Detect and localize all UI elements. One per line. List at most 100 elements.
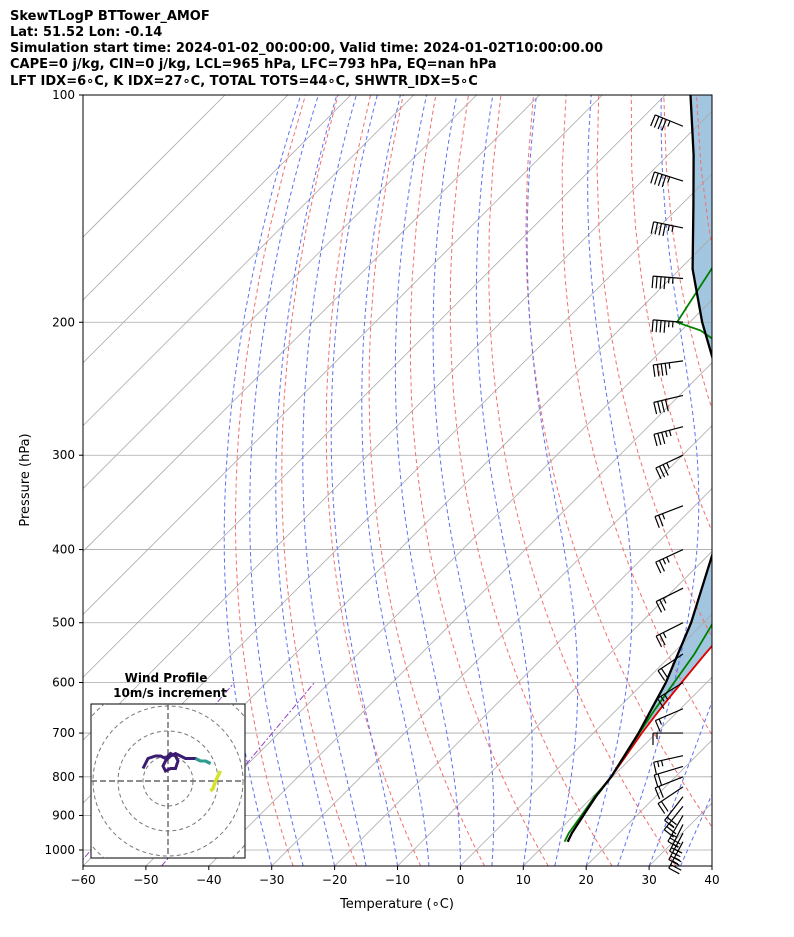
isotherm-line (83, 95, 477, 490)
dry-adiabat-line (281, 95, 358, 866)
wind-barb (655, 549, 684, 574)
wind-barb-flag (661, 400, 665, 413)
wind-barb-flag (663, 693, 669, 700)
moist-adiabat-line (680, 792, 712, 866)
wind-barb-flag (658, 466, 666, 478)
wind-barb-staff (653, 755, 684, 763)
wind-barb-flag (671, 847, 683, 854)
wind-barb-flag (660, 695, 665, 702)
wind-barb (653, 765, 684, 787)
y-tick-label: 900 (52, 808, 75, 822)
wind-barb (650, 114, 684, 131)
wind-barb-flag (657, 117, 664, 130)
wind-barb-flag (657, 174, 663, 186)
wind-barb-flag (665, 431, 668, 438)
dry-adiabat-line (234, 95, 306, 866)
wind-barb-flag (651, 276, 654, 289)
wind-barb (669, 824, 684, 858)
wind-barb-staff (657, 786, 684, 805)
wind-barb-flag (652, 364, 656, 377)
wind-barb-staff (667, 815, 684, 842)
wind-barb-staff (653, 319, 684, 323)
wind-barb-flag (660, 363, 664, 376)
wind-barb-flag (653, 434, 658, 447)
y-tick-label: 200 (52, 315, 75, 329)
hodograph-title: Wind Profile (125, 671, 208, 685)
hodograph-subtitle: 10m/s increment (113, 686, 227, 700)
wind-barb-flag (658, 560, 665, 572)
wind-barb-flag (657, 761, 660, 768)
wind-barb-flag (661, 175, 667, 188)
wind-barb-flag (658, 514, 664, 527)
wind-barb (657, 653, 684, 681)
hodograph-trace-low (209, 770, 223, 793)
wind-barb-staff (669, 824, 684, 852)
wind-barb (653, 426, 684, 447)
wind-barb-flag (661, 119, 667, 131)
wind-barb-flag (667, 120, 671, 127)
wind-barb-flag (659, 320, 662, 333)
wind-barb-flag (651, 319, 654, 332)
wind-barb-flag (663, 320, 666, 333)
wind-barb-flag (667, 224, 670, 232)
wind-barb (667, 815, 684, 848)
dry-adiabat-line (630, 95, 712, 533)
wind-barb-flag (660, 668, 669, 679)
isotherm-line (145, 299, 712, 866)
x-tick-label: −60 (70, 873, 95, 887)
y-tick-label: 400 (52, 543, 75, 557)
wind-barb-staff (653, 426, 684, 435)
wind-barb (654, 776, 684, 800)
wind-barb-staff (653, 360, 684, 366)
hodograph-rings (91, 704, 245, 858)
wind-barb-flag (661, 432, 666, 445)
dry-adiabat-line (409, 95, 549, 866)
wind-barb-flag (660, 801, 669, 812)
x-axis-label: Temperature (∘C) (339, 897, 454, 912)
moist-adiabat-line (361, 95, 430, 866)
wind-barb-staff (653, 221, 684, 229)
x-tick-label: −30 (259, 873, 284, 887)
isotherm-line (334, 488, 712, 866)
y-tick-label: 1000 (44, 843, 75, 857)
wind-barb (654, 708, 684, 732)
wind-barb-flag (653, 762, 657, 775)
wind-barb-staff (657, 653, 684, 672)
wind-barb-flag (668, 430, 672, 437)
isotherm-line (83, 95, 666, 678)
isotherm-line (208, 362, 712, 866)
wind-barb-flag (655, 561, 662, 574)
moist-adiabat-line (394, 95, 461, 866)
moist-adiabat-line (330, 95, 398, 866)
wind-barb-flag (654, 222, 659, 235)
wind-barb-staff (653, 394, 684, 403)
wind-barb (655, 587, 684, 613)
wind-barb-flag (663, 277, 666, 290)
wind-barb-flag (666, 462, 670, 469)
mixing-ratio-line (161, 682, 315, 866)
wind-barb-flag (663, 829, 675, 838)
y-tick-label: 300 (52, 448, 75, 462)
wind-barb-staff (653, 275, 684, 280)
wind-barb-flag (658, 786, 664, 798)
isotherm-line (460, 613, 712, 866)
wind-barb (664, 796, 684, 829)
wind-barb-flag (660, 760, 664, 767)
dry-adiabat-line (762, 95, 794, 866)
x-tick-label: 30 (641, 873, 656, 887)
wind-barb-staff (655, 454, 684, 469)
title-line-2: Lat: 51.52 Lon: -0.14 (10, 25, 163, 40)
wind-barb-flag (657, 803, 666, 814)
wind-barb-flag (661, 513, 666, 520)
wind-barb-flag (662, 558, 667, 565)
isotherm-line (523, 676, 712, 866)
wind-barb-flag (659, 276, 662, 289)
wind-barb-flag (658, 223, 663, 236)
wind-barb-flag (650, 221, 655, 234)
wind-barb-staff (655, 114, 684, 127)
wind-barb (650, 221, 684, 237)
dry-adiabat-line (525, 95, 712, 828)
wind-barb-flag (657, 773, 663, 786)
wind-barb-flag (655, 276, 658, 289)
